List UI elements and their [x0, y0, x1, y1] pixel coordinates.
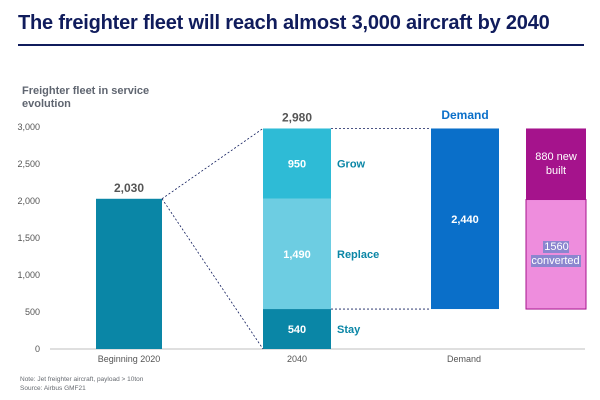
y-tick-label: 2,000: [17, 196, 40, 206]
segment-label-stay: Stay: [337, 324, 361, 336]
value-label-replace: 1,490: [283, 249, 311, 261]
y-tick-label: 0: [35, 344, 40, 354]
footnote-note: Note: Jet freighter aircraft, payload > …: [20, 376, 144, 383]
annotation-box-new-built: [526, 128, 586, 200]
y-tick-label: 1,500: [17, 233, 40, 243]
footnote-source: Source: Airbus GMF21: [20, 385, 86, 392]
y-tick-label: 3,000: [17, 122, 40, 132]
bar-replace: [263, 198, 331, 310]
total-label-2040: 2,980: [282, 110, 312, 124]
bar-demand: [431, 128, 499, 310]
x-tick-label: 2040: [287, 354, 307, 364]
value-label-grow: 950: [288, 159, 306, 171]
chart-subtitle: Freighter fleet in service evolution: [22, 85, 150, 110]
converted-label: 1560 converted: [530, 240, 582, 268]
bar-beginning: [96, 198, 162, 349]
total-label-beginning-2020: 2,030: [114, 181, 144, 195]
page-title: The freighter fleet will reach almost 3,…: [18, 12, 550, 34]
y-tick-label: 500: [25, 307, 40, 317]
converted-label-text: 1560 converted: [531, 241, 581, 268]
bar-grow: [263, 128, 331, 199]
segment-label-grow: Grow: [337, 159, 366, 171]
new-built-label: 880 new built: [535, 151, 577, 177]
title-rule: [18, 44, 584, 46]
segment-label-replace: Replace: [337, 249, 379, 261]
x-tick-label: Demand: [447, 354, 481, 364]
bar-stay: [263, 309, 331, 349]
value-label-stay: 540: [288, 324, 306, 336]
y-tick-label: 1,000: [17, 270, 40, 280]
y-tick-label: 2,500: [17, 159, 40, 169]
x-tick-label: Beginning 2020: [98, 354, 161, 364]
demand-title: Demand: [441, 108, 488, 122]
connector-line: [161, 198, 264, 350]
value-label-demand: 2,440: [451, 214, 479, 226]
connector-line: [161, 128, 264, 200]
